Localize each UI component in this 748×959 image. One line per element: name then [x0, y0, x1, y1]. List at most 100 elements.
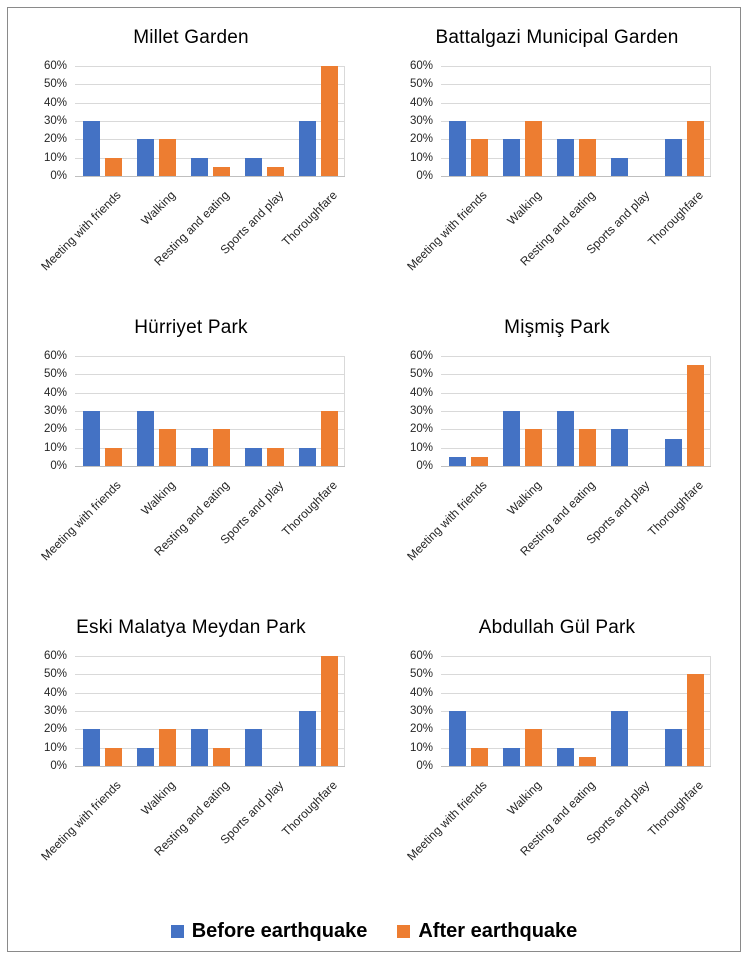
chart-canvas: 0% 10% 20% 30% 40% 50% 60% Meeting with friends… [395, 60, 719, 276]
y-tick-label: 30% [409, 115, 433, 127]
bar-before-earthquake [502, 747, 520, 766]
y-tick-label: 20% [43, 723, 67, 736]
gridline [441, 656, 711, 657]
bar-after-earthquake [158, 729, 176, 766]
x-category-label: Thoroughfare [645, 478, 706, 539]
figure-frame: Millet Garden 0% 10% 20% 30% 40% 50% 60% Meetin… [7, 7, 741, 952]
legend-label: Before earthquake [191, 920, 368, 942]
plot-right-edge [710, 356, 711, 466]
bar-after-earthquake [578, 429, 596, 466]
y-tick-label: 20% [409, 723, 433, 736]
y-tick-label: 10% [409, 441, 433, 454]
y-tick-label: 10% [409, 741, 433, 754]
bar-before-earthquake [82, 411, 100, 466]
bar-after-earthquake [212, 429, 230, 466]
y-tick-label: 60% [409, 650, 433, 662]
y-tick-label: 40% [43, 386, 67, 399]
bar-before-earthquake [244, 157, 262, 176]
legend-item-before-earthquake: Before earthquake [170, 920, 368, 943]
gridline [75, 692, 345, 694]
bar-after-earthquake [266, 447, 284, 466]
gridline [441, 374, 711, 376]
gridline [75, 729, 345, 731]
y-tick-label: 30% [43, 115, 67, 127]
gridline [441, 84, 711, 86]
y-tick-label: 40% [409, 386, 433, 399]
y-tick-label: 20% [43, 423, 67, 436]
bar-after-earthquake [578, 756, 596, 766]
x-category-label: Meeting with friends [404, 188, 490, 274]
bar-before-earthquake [298, 711, 316, 766]
chart-canvas: 0% 10% 20% 30% 40% 50% 60% Meeting with friends… [29, 650, 353, 866]
bar-after-earthquake [470, 456, 488, 466]
legend: Before earthquake After earthquake [8, 920, 740, 943]
y-tick-label: 40% [43, 96, 67, 109]
bar-before-earthquake [190, 447, 208, 466]
y-tick-label: 20% [409, 133, 433, 146]
gridline [75, 139, 345, 141]
y-tick-label: 60% [409, 60, 433, 72]
y-tick-label: 50% [43, 368, 67, 381]
bar-before-earthquake [610, 711, 628, 766]
plot-area [441, 656, 711, 767]
y-tick-label: 0% [416, 460, 433, 472]
bar-before-earthquake [298, 121, 316, 176]
x-category-label: Thoroughfare [279, 778, 340, 839]
y-tick-label: 50% [409, 78, 433, 91]
gridline [75, 374, 345, 376]
gridline [441, 121, 711, 122]
x-category-label: Meeting with friends [38, 188, 124, 274]
plot-area [441, 66, 711, 177]
bar-before-earthquake [190, 729, 208, 766]
gridline [75, 84, 345, 86]
x-category-label: Walking [138, 478, 178, 518]
y-tick-label: 60% [409, 350, 433, 362]
y-tick-label: 50% [409, 368, 433, 381]
gridline [75, 447, 345, 449]
y-tick-label: 60% [43, 60, 67, 72]
bar-after-earthquake [104, 447, 122, 466]
y-tick-label: 20% [409, 423, 433, 436]
x-category-label: Meeting with friends [38, 478, 124, 564]
bar-before-earthquake [136, 411, 154, 466]
gridline [441, 447, 711, 449]
chart-battalgazi-municipal-garden: Battalgazi Municipal Garden 0% 10% 20% 30% 4… [374, 16, 740, 290]
legend-swatch-before-icon [170, 925, 184, 938]
plot-area [75, 66, 345, 177]
bar-before-earthquake [664, 729, 682, 766]
bar-before-earthquake [610, 429, 628, 466]
gridline [441, 711, 711, 712]
chart-title: Mişmiş Park [504, 317, 610, 338]
plot-area [441, 356, 711, 467]
gridline [441, 747, 711, 749]
gridline [441, 429, 711, 431]
gridline [75, 429, 345, 431]
bar-after-earthquake [104, 157, 122, 176]
bar-before-earthquake [136, 139, 154, 176]
gridline [441, 139, 711, 141]
bar-before-earthquake [502, 139, 520, 176]
y-tick-label: 10% [43, 741, 67, 754]
chart-canvas: 0% 10% 20% 30% 40% 50% 60% Meeting with friends… [29, 350, 353, 566]
bar-after-earthquake [158, 429, 176, 466]
y-tick-label: 60% [43, 350, 67, 362]
x-category-label: Walking [504, 778, 544, 818]
y-tick-label: 10% [43, 441, 67, 454]
gridline [441, 392, 711, 394]
chart-abdullah-gul-park: Abdullah Gül Park 0% 10% 20% 30% 40% 50% 60% Me… [374, 590, 740, 886]
chart-hurriyet-park: Hürriyet Park 0% 10% 20% 30% 40% 50% 60% Meetin… [8, 290, 374, 590]
charts-grid: Millet Garden 0% 10% 20% 30% 40% 50% 60% Meetin… [8, 8, 740, 886]
chart-title: Eski Malatya Meydan Park [76, 617, 306, 638]
plot-area [75, 656, 345, 767]
y-tick-label: 50% [43, 78, 67, 91]
bar-before-earthquake [502, 411, 520, 466]
bar-before-earthquake [448, 121, 466, 176]
legend-label: After earthquake [418, 920, 578, 942]
plot-area [75, 356, 345, 467]
chart-title: Millet Garden [133, 27, 249, 48]
y-tick-label: 20% [43, 133, 67, 146]
chart-title: Abdullah Gül Park [478, 617, 636, 638]
bar-after-earthquake [524, 729, 542, 766]
plot-right-edge [344, 66, 345, 176]
x-category-label: Thoroughfare [645, 778, 706, 839]
